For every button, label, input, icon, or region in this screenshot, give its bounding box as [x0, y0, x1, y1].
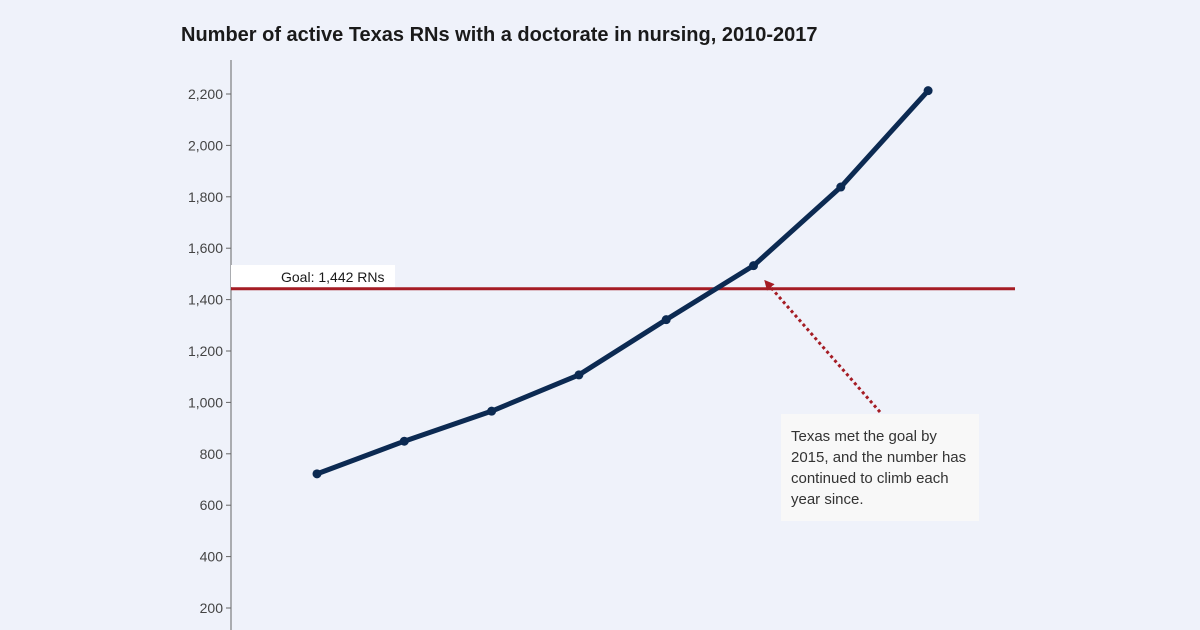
y-tick-label: 800 — [200, 446, 224, 462]
data-point — [487, 406, 497, 416]
annotation-text: Texas met the goal by 2015, and the numb… — [791, 428, 967, 508]
goal-label: Goal: 1,442 RNs — [281, 269, 385, 285]
y-tick-label: 2,000 — [188, 137, 223, 153]
data-point — [574, 370, 584, 380]
chart-title: Number of active Texas RNs with a doctor… — [181, 24, 818, 46]
data-point — [399, 436, 409, 446]
series-line — [314, 88, 931, 477]
y-tick-label: 1,200 — [188, 343, 223, 359]
y-tick-label: 1,400 — [188, 292, 223, 308]
y-tick-label: 1,000 — [188, 394, 223, 410]
data-point — [836, 182, 846, 192]
annotation-box: Texas met the goal by 2015, and the numb… — [781, 414, 979, 521]
y-tick-label: 1,600 — [188, 240, 223, 256]
annotation-arrow — [764, 279, 882, 413]
series-group — [312, 86, 933, 479]
y-tick-label: 200 — [200, 600, 224, 616]
data-point — [923, 86, 933, 96]
data-point — [661, 315, 671, 325]
y-tick-label: 2,200 — [188, 86, 223, 102]
y-axis: 200 400 600 800 1,000 1,200 1,400 1,600 1,800 2,0… — [188, 60, 232, 630]
data-point — [749, 261, 758, 271]
y-tick-label: 400 — [200, 549, 224, 565]
y-tick-label: 1,800 — [188, 189, 223, 205]
data-point — [312, 469, 322, 479]
y-tick-label: 600 — [200, 497, 224, 513]
goal-label-background — [231, 265, 395, 287]
